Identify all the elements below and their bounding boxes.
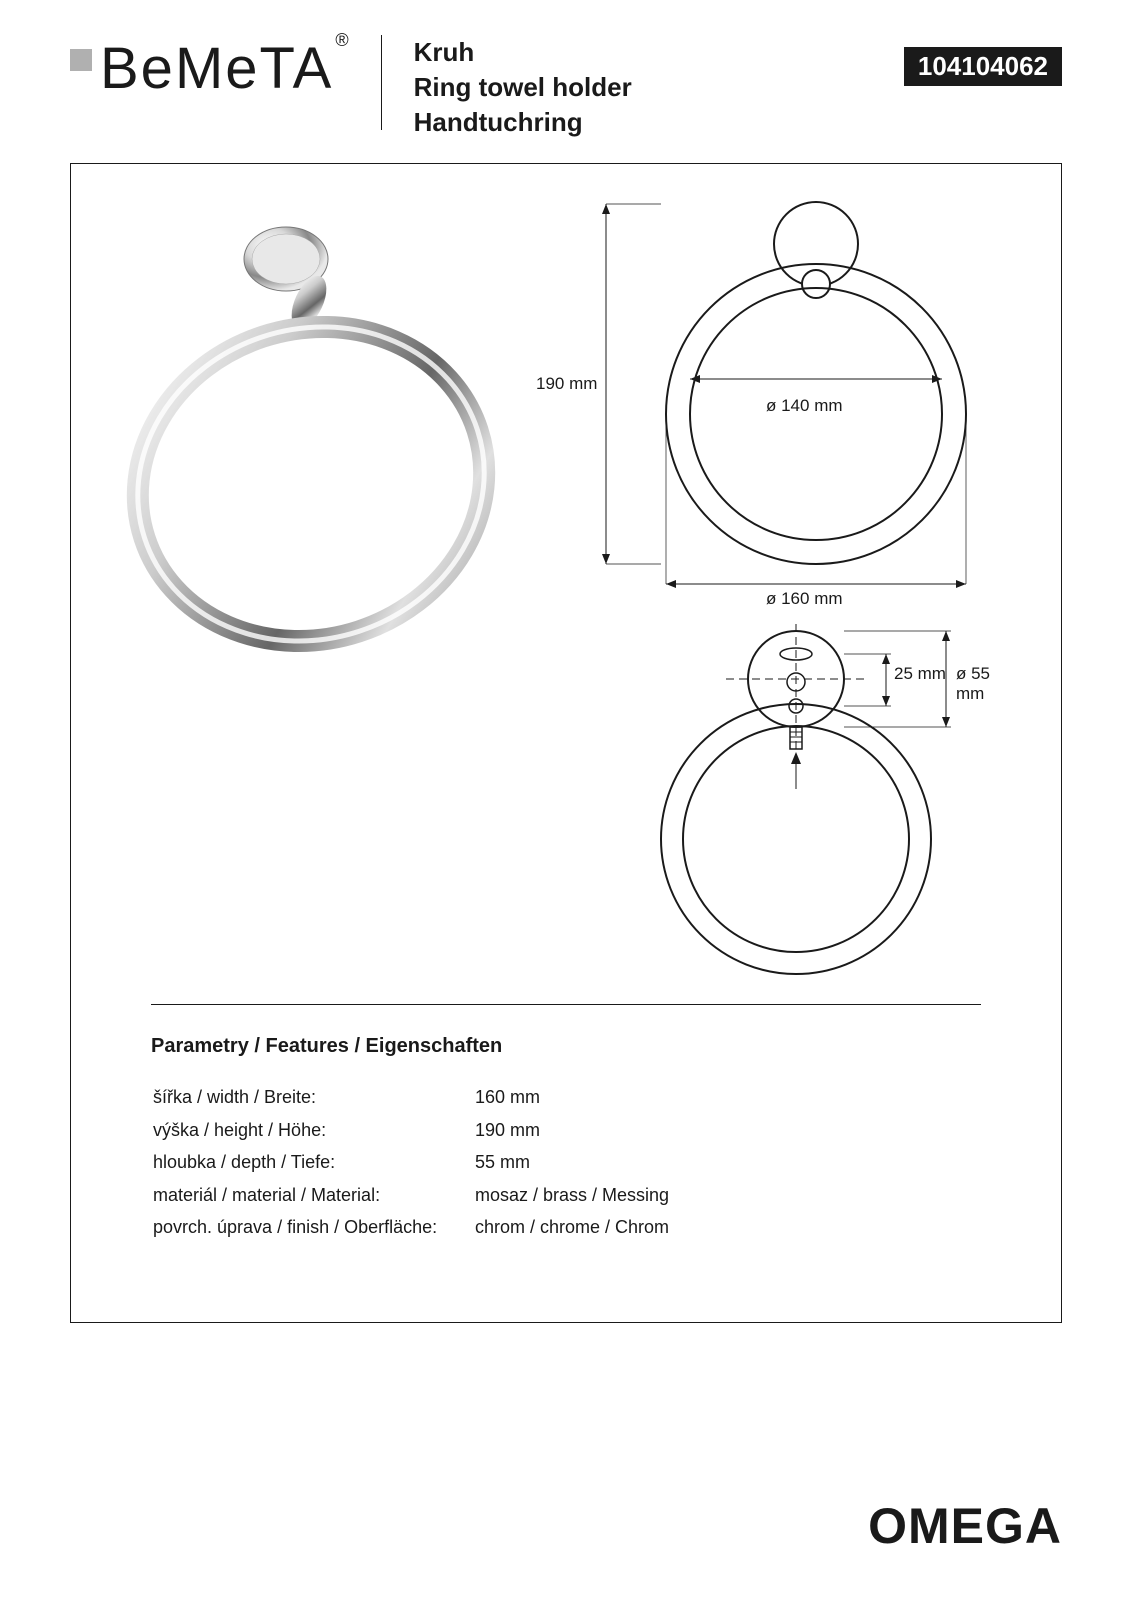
- feature-value: mosaz / brass / Messing: [475, 1180, 669, 1211]
- product-photo: [111, 204, 546, 984]
- sku-badge: 104104062: [904, 47, 1062, 86]
- product-photo-svg: [111, 204, 531, 664]
- title-de: Handtuchring: [414, 107, 632, 138]
- table-row: hloubka / depth / Tiefe: 55 mm: [153, 1147, 669, 1178]
- dim-height: 190 mm: [536, 374, 597, 394]
- logo-square-icon: [70, 49, 92, 71]
- brand-text: BeMeTA: [100, 36, 333, 101]
- dim-outer-dia: ø 160 mm: [766, 589, 843, 609]
- feature-label: výška / height / Höhe:: [153, 1115, 473, 1146]
- features-divider: [151, 1004, 981, 1005]
- title-en: Ring towel holder: [414, 72, 632, 103]
- table-row: šířka / width / Breite: 160 mm: [153, 1082, 669, 1113]
- feature-label: materiál / material / Material:: [153, 1180, 473, 1211]
- brand-logo: BeMeTA®: [70, 35, 349, 102]
- feature-value: 160 mm: [475, 1082, 669, 1113]
- table-row: materiál / material / Material: mosaz / …: [153, 1180, 669, 1211]
- header-divider: [381, 35, 382, 130]
- table-row: výška / height / Höhe: 190 mm: [153, 1115, 669, 1146]
- dim-inner-dia: ø 140 mm: [766, 396, 843, 416]
- dim-mount-offset: 25 mm: [894, 664, 946, 684]
- registered-mark: ®: [335, 30, 350, 50]
- feature-label: povrch. úprava / finish / Oberfläche:: [153, 1212, 473, 1243]
- header: BeMeTA® Kruh Ring towel holder Handtuchr…: [0, 0, 1132, 138]
- feature-label: hloubka / depth / Tiefe:: [153, 1147, 473, 1178]
- collection-name: OMEGA: [868, 1497, 1062, 1555]
- features-table: šířka / width / Breite: 160 mm výška / h…: [151, 1080, 671, 1245]
- features-heading: Parametry / Features / Eigenschaften: [151, 1035, 981, 1058]
- title-cz: Kruh: [414, 37, 632, 68]
- technical-diagrams: 190 mm ø 140 mm ø 160 mm: [586, 204, 1021, 984]
- feature-value: 55 mm: [475, 1147, 669, 1178]
- main-frame: 190 mm ø 140 mm ø 160 mm: [70, 163, 1062, 1323]
- feature-value: chrom / chrome / Chrom: [475, 1212, 669, 1243]
- features-block: Parametry / Features / Eigenschaften šíř…: [111, 1035, 1021, 1245]
- product-title-block: Kruh Ring towel holder Handtuchring: [414, 35, 632, 138]
- feature-label: šířka / width / Breite:: [153, 1082, 473, 1113]
- front-view-diagram: [586, 184, 1026, 604]
- product-area: 190 mm ø 140 mm ø 160 mm: [111, 204, 1021, 984]
- brand-name: BeMeTA®: [100, 35, 349, 102]
- table-row: povrch. úprava / finish / Oberfläche: ch…: [153, 1212, 669, 1243]
- feature-value: 190 mm: [475, 1115, 669, 1146]
- dim-mount-dia: ø 55 mm: [956, 664, 1021, 704]
